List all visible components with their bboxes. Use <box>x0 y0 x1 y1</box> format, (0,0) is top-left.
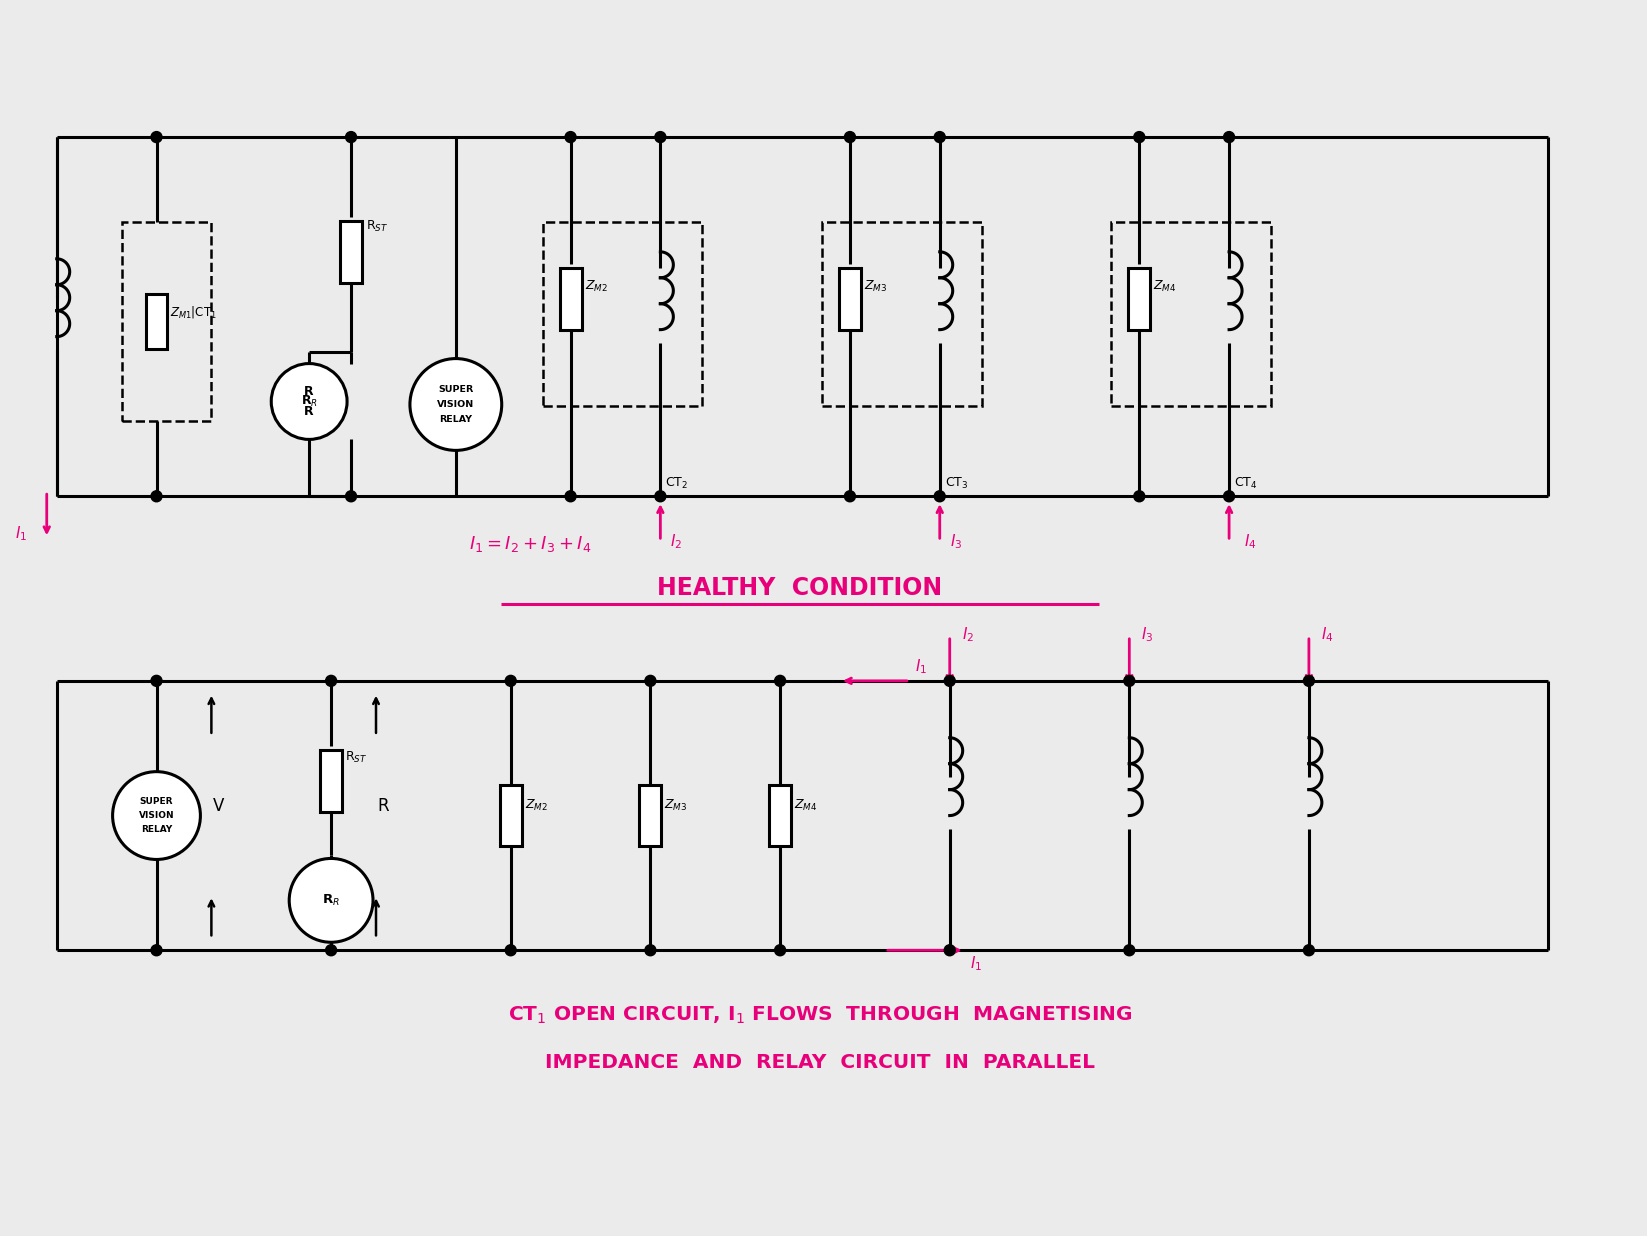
Circle shape <box>152 491 161 502</box>
Circle shape <box>1224 131 1235 142</box>
Circle shape <box>152 944 161 955</box>
Text: $Z_{M3}$: $Z_{M3}$ <box>664 798 688 813</box>
Bar <box>339 221 362 283</box>
Circle shape <box>646 944 656 955</box>
Bar <box>499 785 522 847</box>
Bar <box>639 785 662 847</box>
Circle shape <box>1123 675 1135 686</box>
Circle shape <box>346 491 356 502</box>
Text: $I_1$: $I_1$ <box>914 656 927 676</box>
Text: R: R <box>305 384 315 398</box>
Text: SUPER: SUPER <box>140 797 173 806</box>
Circle shape <box>326 944 336 955</box>
Text: R$_{ST}$: R$_{ST}$ <box>346 750 367 765</box>
Circle shape <box>944 675 955 686</box>
Circle shape <box>774 944 786 955</box>
Text: V: V <box>212 796 224 815</box>
Circle shape <box>152 131 161 142</box>
Circle shape <box>565 491 576 502</box>
Circle shape <box>326 675 336 686</box>
Text: RELAY: RELAY <box>440 415 473 424</box>
Circle shape <box>656 131 665 142</box>
Text: SUPER: SUPER <box>438 386 473 394</box>
Circle shape <box>656 491 665 502</box>
Circle shape <box>845 131 855 142</box>
Circle shape <box>272 363 348 440</box>
Text: $Z_{M4}$: $Z_{M4}$ <box>794 798 817 813</box>
Text: $I_3$: $I_3$ <box>950 533 962 551</box>
Circle shape <box>1123 944 1135 955</box>
Text: CT$_2$: CT$_2$ <box>665 476 688 491</box>
Bar <box>769 785 791 847</box>
Text: R: R <box>377 796 389 815</box>
Text: $Z_{M2}$: $Z_{M2}$ <box>525 798 548 813</box>
Circle shape <box>410 358 502 450</box>
Text: IMPEDANCE  AND  RELAY  CIRCUIT  IN  PARALLEL: IMPEDANCE AND RELAY CIRCUIT IN PARALLEL <box>545 1053 1095 1073</box>
Circle shape <box>845 491 855 502</box>
Circle shape <box>346 131 356 142</box>
Circle shape <box>944 944 955 955</box>
Circle shape <box>1303 675 1314 686</box>
Bar <box>560 268 581 330</box>
Circle shape <box>646 675 656 686</box>
Circle shape <box>152 675 161 686</box>
Circle shape <box>934 131 945 142</box>
Text: R$_R$: R$_R$ <box>301 394 318 409</box>
Text: $I_4$: $I_4$ <box>1321 625 1334 644</box>
Circle shape <box>112 771 201 859</box>
Circle shape <box>565 131 576 142</box>
Text: RELAY: RELAY <box>142 824 173 834</box>
Text: $I_1$: $I_1$ <box>970 954 982 973</box>
Text: CT$_4$: CT$_4$ <box>1234 476 1258 491</box>
Text: $I_1 = I_2 + I_3 + I_4$: $I_1 = I_2 + I_3 + I_4$ <box>469 534 591 554</box>
Bar <box>1128 268 1150 330</box>
Text: $Z_{M2}$: $Z_{M2}$ <box>585 279 608 294</box>
Circle shape <box>506 675 516 686</box>
Circle shape <box>506 944 516 955</box>
Circle shape <box>1224 491 1235 502</box>
Text: $I_1$: $I_1$ <box>15 524 26 543</box>
Bar <box>145 294 168 349</box>
Text: $I_3$: $I_3$ <box>1141 625 1153 644</box>
Text: $I_2$: $I_2$ <box>962 625 973 644</box>
Text: $Z_{M1}$|CT$_1$: $Z_{M1}$|CT$_1$ <box>171 304 217 320</box>
Bar <box>838 268 861 330</box>
Text: $I_4$: $I_4$ <box>1243 533 1257 551</box>
Circle shape <box>1133 131 1145 142</box>
Text: R$_{ST}$: R$_{ST}$ <box>366 219 389 235</box>
Text: $Z_{M3}$: $Z_{M3}$ <box>865 279 888 294</box>
Text: VISION: VISION <box>436 400 474 409</box>
Text: R: R <box>305 405 315 419</box>
Text: VISION: VISION <box>138 811 175 819</box>
Circle shape <box>934 491 945 502</box>
Circle shape <box>1303 944 1314 955</box>
Text: $I_2$: $I_2$ <box>670 533 682 551</box>
Circle shape <box>1133 491 1145 502</box>
Text: CT$_1$ OPEN CIRCUIT, I$_1$ FLOWS  THROUGH  MAGNETISING: CT$_1$ OPEN CIRCUIT, I$_1$ FLOWS THROUGH… <box>507 1005 1133 1026</box>
Circle shape <box>290 859 372 942</box>
Text: R$_R$: R$_R$ <box>323 892 339 908</box>
Text: HEALTHY  CONDITION: HEALTHY CONDITION <box>657 576 942 599</box>
Bar <box>320 750 343 812</box>
Text: CT$_3$: CT$_3$ <box>945 476 968 491</box>
Circle shape <box>774 675 786 686</box>
Text: $Z_{M4}$: $Z_{M4}$ <box>1153 279 1176 294</box>
